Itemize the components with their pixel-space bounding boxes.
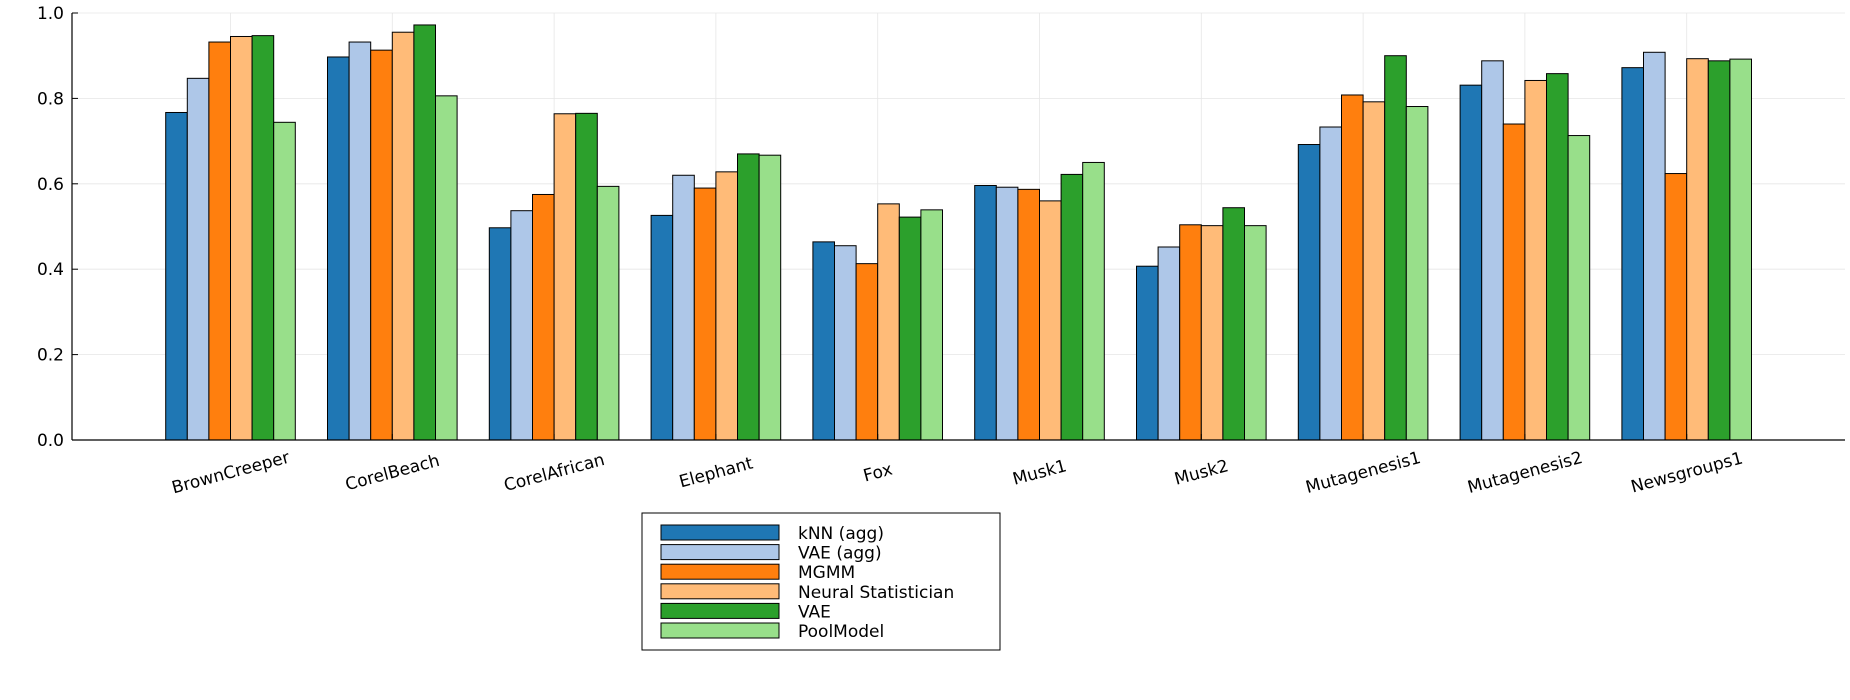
legend-label: PoolModel [798,622,884,642]
bar-vae-fox [898,216,922,441]
x-tick-label: Newsgroups1 [1629,448,1745,497]
bar-poolmodel-musk2 [1244,225,1267,441]
bar-knn-agg-corelbeach [327,56,350,441]
bar-knn-agg-musk2 [1136,265,1159,441]
bar-knn-agg-mutagenesis1 [1297,144,1321,441]
bar-mgmm-browncreeper [208,41,231,441]
bar-vae-agg-musk1 [995,186,1019,441]
bar-vae-agg-musk2 [1157,246,1181,441]
bar-neural-statistician-browncreeper [230,35,253,441]
bar-vae-agg-newsgroups1 [1643,51,1666,441]
bar-neural-statistician-elephant [715,171,739,441]
bar-vae-agg-elephant [672,174,695,441]
bar-poolmodel-newsgroups1 [1729,58,1753,441]
bar-neural-statistician-mutagenesis1 [1362,101,1386,441]
bar-vae-elephant [737,153,760,441]
bar-vae-agg-mutagenesis1 [1319,126,1343,441]
bar-poolmodel-corelafrican [596,185,620,441]
legend-swatch [660,602,780,619]
y-axis-ticks: 0.0 0.2 0.4 0.6 0.8 1.0 [37,4,78,451]
bar-mgmm-newsgroups1 [1664,173,1688,441]
x-axis-ticks: BrownCreeper CorelBeach CorelAfrican Elepha… [170,434,1745,498]
bar-poolmodel-browncreeper [273,121,296,441]
bar-knn-agg-musk1 [974,185,997,441]
bar-neural-statistician-corelafrican [553,113,577,441]
bar-vae-browncreeper [251,35,275,441]
bar-vae-agg-fox [834,245,857,441]
bar-neural-statistician-mutagenesis2 [1524,79,1548,441]
legend-swatch [660,622,780,639]
x-tick-label: Musk2 [1172,456,1230,490]
y-tick-label: 0.0 [37,431,64,451]
x-tick-label: Mutagenesis1 [1304,448,1423,498]
x-tick-label: CorelBeach [343,451,442,495]
bar-knn-agg-newsgroups1 [1621,67,1645,441]
x-tick-label: BrownCreeper [170,448,292,499]
bar-poolmodel-mutagenesis1 [1405,106,1429,441]
y-tick-label: 0.2 [37,346,64,366]
bar-knn-agg-browncreeper [165,111,188,441]
legend-swatch [660,583,780,600]
x-tick-label: Mutagenesis2 [1465,448,1584,498]
bar-knn-agg-fox [812,241,836,441]
bar-knn-agg-corelafrican [488,227,512,441]
bar-mgmm-mutagenesis2 [1502,123,1526,441]
bar-vae-mutagenesis2 [1546,73,1569,441]
y-tick-label: 0.8 [37,89,64,109]
legend-label: kNN (agg) [798,524,884,544]
y-tick-label: 0.6 [37,175,64,195]
x-tick-label: Musk1 [1011,456,1069,490]
bar-vae-mutagenesis1 [1384,55,1407,441]
x-tick-label: CorelAfrican [502,450,607,496]
y-tick-label: 0.4 [37,260,64,280]
x-tick-label: Elephant [677,453,755,492]
bar-poolmodel-mutagenesis2 [1567,135,1591,441]
bar-poolmodel-fox [920,209,944,441]
bar-poolmodel-corelbeach [435,95,458,441]
bar-vae-agg-browncreeper [186,77,210,441]
bar-vae-corelbeach [413,24,436,441]
bar-mgmm-elephant [693,187,717,441]
legend-swatch [660,544,780,561]
bar-vae-agg-corelafrican [510,210,533,441]
bar-mgmm-mutagenesis1 [1341,94,1364,441]
legend-label: VAE [798,602,831,622]
bar-vae-agg-corelbeach [348,41,372,441]
bar-neural-statistician-newsgroups1 [1686,58,1709,441]
bar-vae-agg-mutagenesis2 [1481,60,1504,441]
bars [165,24,1753,441]
bar-vae-corelafrican [575,112,598,441]
legend-label: Neural Statistician [798,583,954,603]
bar-mgmm-corelbeach [370,49,393,441]
bar-mgmm-musk2 [1179,224,1202,441]
bar-neural-statistician-musk1 [1039,200,1062,441]
bar-neural-statistician-musk2 [1200,225,1224,441]
bar-mgmm-musk1 [1017,188,1041,441]
bar-neural-statistician-corelbeach [391,31,415,441]
bar-mgmm-corelafrican [532,193,555,441]
bar-knn-agg-mutagenesis2 [1459,84,1483,441]
bar-vae-musk1 [1060,173,1084,441]
bar-poolmodel-elephant [758,154,782,441]
bar-vae-newsgroups1 [1707,60,1731,441]
legend-label: VAE (agg) [798,544,882,564]
bar-mgmm-fox [855,263,879,441]
x-tick-label: Fox [861,460,894,487]
bar-knn-agg-elephant [650,214,674,441]
legend-swatch [660,563,780,580]
axes [71,13,1845,441]
legend-swatch [660,524,780,541]
bar-poolmodel-musk1 [1082,161,1105,441]
bar-vae-musk2 [1222,207,1246,441]
legend-label: MGMM [798,563,855,583]
bar-neural-statistician-fox [877,203,900,441]
y-tick-label: 1.0 [37,4,64,24]
